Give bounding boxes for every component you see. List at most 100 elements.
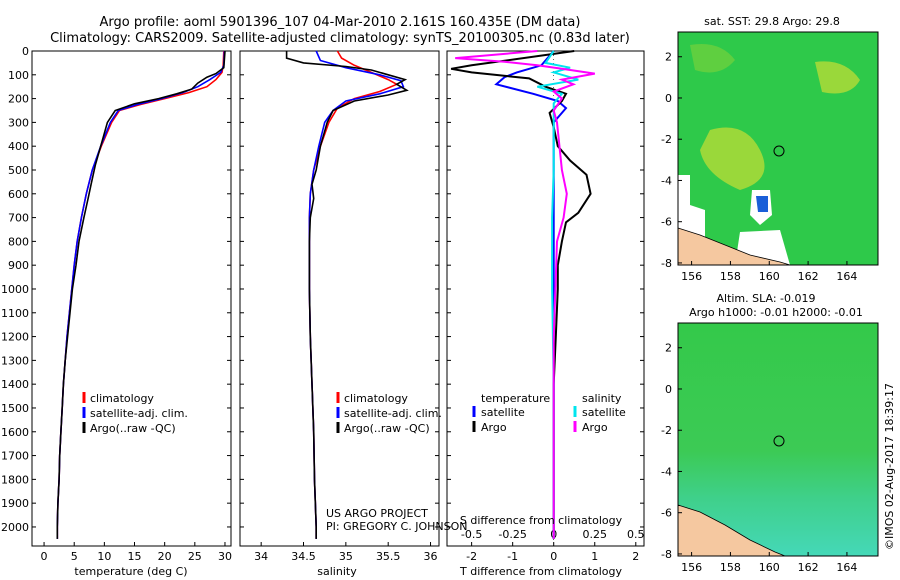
x-tick-label: 5: [71, 550, 78, 563]
series-line-satellite-adj-clim-: [56, 50, 226, 539]
project-line1: US ARGO PROJECT: [326, 507, 428, 520]
x-tick-label: 2: [632, 550, 639, 563]
map-y-tick-label: -6: [661, 216, 672, 229]
y-tick-label: 600: [8, 188, 29, 201]
x-tick-label: 10: [97, 550, 111, 563]
x-tick-label: -2: [466, 550, 477, 563]
map-y-tick-label: 2: [665, 342, 672, 355]
top-map-title: sat. SST: 29.8 Argo: 29.8: [704, 15, 840, 28]
x-tick-label: 34: [254, 550, 268, 563]
map-y-tick-label: -8: [661, 548, 672, 561]
bottom-map-title2: Argo h1000: -0.01 h2000: -0.01: [689, 306, 863, 319]
bottom-map: [677, 322, 879, 557]
project-line2: PI: GREGORY C. JOHNSON: [326, 520, 467, 533]
temperature-legend: climatology satellite-adj. clim. Argo(..…: [82, 392, 188, 435]
map-x-tick-label: 164: [836, 561, 857, 574]
x-tick-label: 34.5: [291, 550, 316, 563]
temperature-series: [56, 50, 226, 539]
top-map: [677, 31, 879, 266]
y-tick-label: 200: [8, 93, 29, 106]
salinity-series: [285, 50, 409, 539]
map-x-tick-label: 160: [759, 270, 780, 283]
x-tick-label: 15: [128, 550, 142, 563]
difference-xlabel-top: S difference from climatology: [460, 514, 623, 527]
series-line-salinity-argo: [455, 50, 595, 539]
top-map-cold-spot: [756, 196, 768, 212]
y-tick-label: 2000: [1, 521, 29, 534]
legend-temperature-heading: temperature: [481, 392, 550, 405]
series-line-salinity-satellite: [537, 50, 579, 539]
temperature-xlabel: temperature (deg C): [74, 565, 187, 578]
y-tick-label: 1700: [1, 450, 29, 463]
x-top-tick-label: 0.25: [583, 528, 608, 541]
map-x-tick-label: 164: [836, 270, 857, 283]
y-tick-label: 300: [8, 116, 29, 129]
map-y-tick-label: -4: [661, 465, 672, 478]
legend-sal-satellite-label: satellite: [582, 406, 626, 419]
map-y-tick-label: 0: [665, 92, 672, 105]
map-y-tick-label: 2: [665, 51, 672, 64]
y-tick-label: 700: [8, 212, 29, 225]
bottom-map-title1: Altim. SLA: -0.019: [716, 292, 815, 305]
map-x-tick-label: 158: [720, 270, 741, 283]
y-tick-label: 800: [8, 235, 29, 248]
x-top-tick-label: -0.25: [498, 528, 526, 541]
map-x-tick-label: 160: [759, 561, 780, 574]
x-top-tick-label: -0.5: [461, 528, 482, 541]
legend-temp-argo-label: Argo: [481, 421, 507, 434]
x-tick-label: 0: [550, 550, 557, 563]
bottom-map-frame: [677, 322, 879, 557]
map-axis-ticks: 156 158 160 162 164 2 0 -2 -4 -6 -8 156 158 160 162 164…: [661, 51, 857, 574]
x-tick-label: -1: [507, 550, 518, 563]
difference-panel-frame: [446, 50, 645, 547]
legend-argo-label: Argo(..raw -QC): [344, 422, 430, 435]
difference-series: [450, 50, 595, 539]
y-tick-label: 0: [22, 45, 29, 58]
legend-temp-satellite-label: satellite: [481, 406, 525, 419]
x-tick-label: 36: [424, 550, 438, 563]
x-tick-label: 0: [41, 550, 48, 563]
legend-satellite-label: satellite-adj. clim.: [344, 407, 442, 420]
series-line-temperature-satellite: [494, 50, 568, 539]
salinity-panel-frame: [239, 50, 440, 547]
map-y-tick-label: -4: [661, 174, 672, 187]
top-map-warm-patch-nw: [690, 44, 735, 73]
y-tick-label: 400: [8, 140, 29, 153]
y-tick-label: 1400: [1, 378, 29, 391]
series-line-climatology: [56, 50, 225, 539]
map-y-tick-label: -2: [661, 424, 672, 437]
map-y-tick-label: -8: [661, 257, 672, 270]
y-tick-label: 1900: [1, 497, 29, 510]
map-x-tick-label: 162: [798, 270, 819, 283]
y-tick-label: 1600: [1, 426, 29, 439]
legend-satellite-label: satellite-adj. clim.: [90, 407, 188, 420]
x-tick-label: 35.5: [376, 550, 401, 563]
salinity-axis-ticks: 34 34.5 35 35.5 36: [240, 50, 439, 563]
y-tick-label: 100: [8, 69, 29, 82]
imos-credit: ©IMOS 02-Aug-2017 18:39:17: [883, 383, 896, 550]
series-line-satellite-adj-clim-: [308, 50, 405, 539]
x-tick-label: 20: [158, 550, 172, 563]
x-tick-label: 30: [218, 550, 232, 563]
map-y-tick-label: -6: [661, 507, 672, 520]
top-map-frame: [677, 31, 879, 266]
y-tick-label: 1300: [1, 354, 29, 367]
map-x-tick-label: 156: [681, 270, 702, 283]
map-y-tick-label: 0: [665, 383, 672, 396]
top-map-warm-patch-ne: [815, 61, 860, 94]
map-y-tick-label: -2: [661, 133, 672, 146]
y-tick-label: 500: [8, 164, 29, 177]
map-x-tick-label: 156: [681, 561, 702, 574]
legend-sal-argo-label: Argo: [582, 421, 608, 434]
figure-title-line2: Climatology: CARS2009. Satellite-adjuste…: [50, 31, 630, 46]
salinity-xlabel: salinity: [317, 565, 357, 578]
figure-title-line1: Argo profile: aoml 5901396_107 04-Mar-20…: [100, 15, 581, 30]
y-tick-label: 1500: [1, 402, 29, 415]
temperature-panel-frame: [31, 50, 232, 547]
top-map-argo-position: [773, 145, 785, 157]
map-x-tick-label: 162: [798, 561, 819, 574]
x-tick-label: 35: [339, 550, 353, 563]
top-map-warm-patch: [700, 127, 765, 190]
difference-axis-ticks: -2 -1 0 1 2-0.5 -0.25 0 0.25 0.5: [447, 50, 645, 563]
